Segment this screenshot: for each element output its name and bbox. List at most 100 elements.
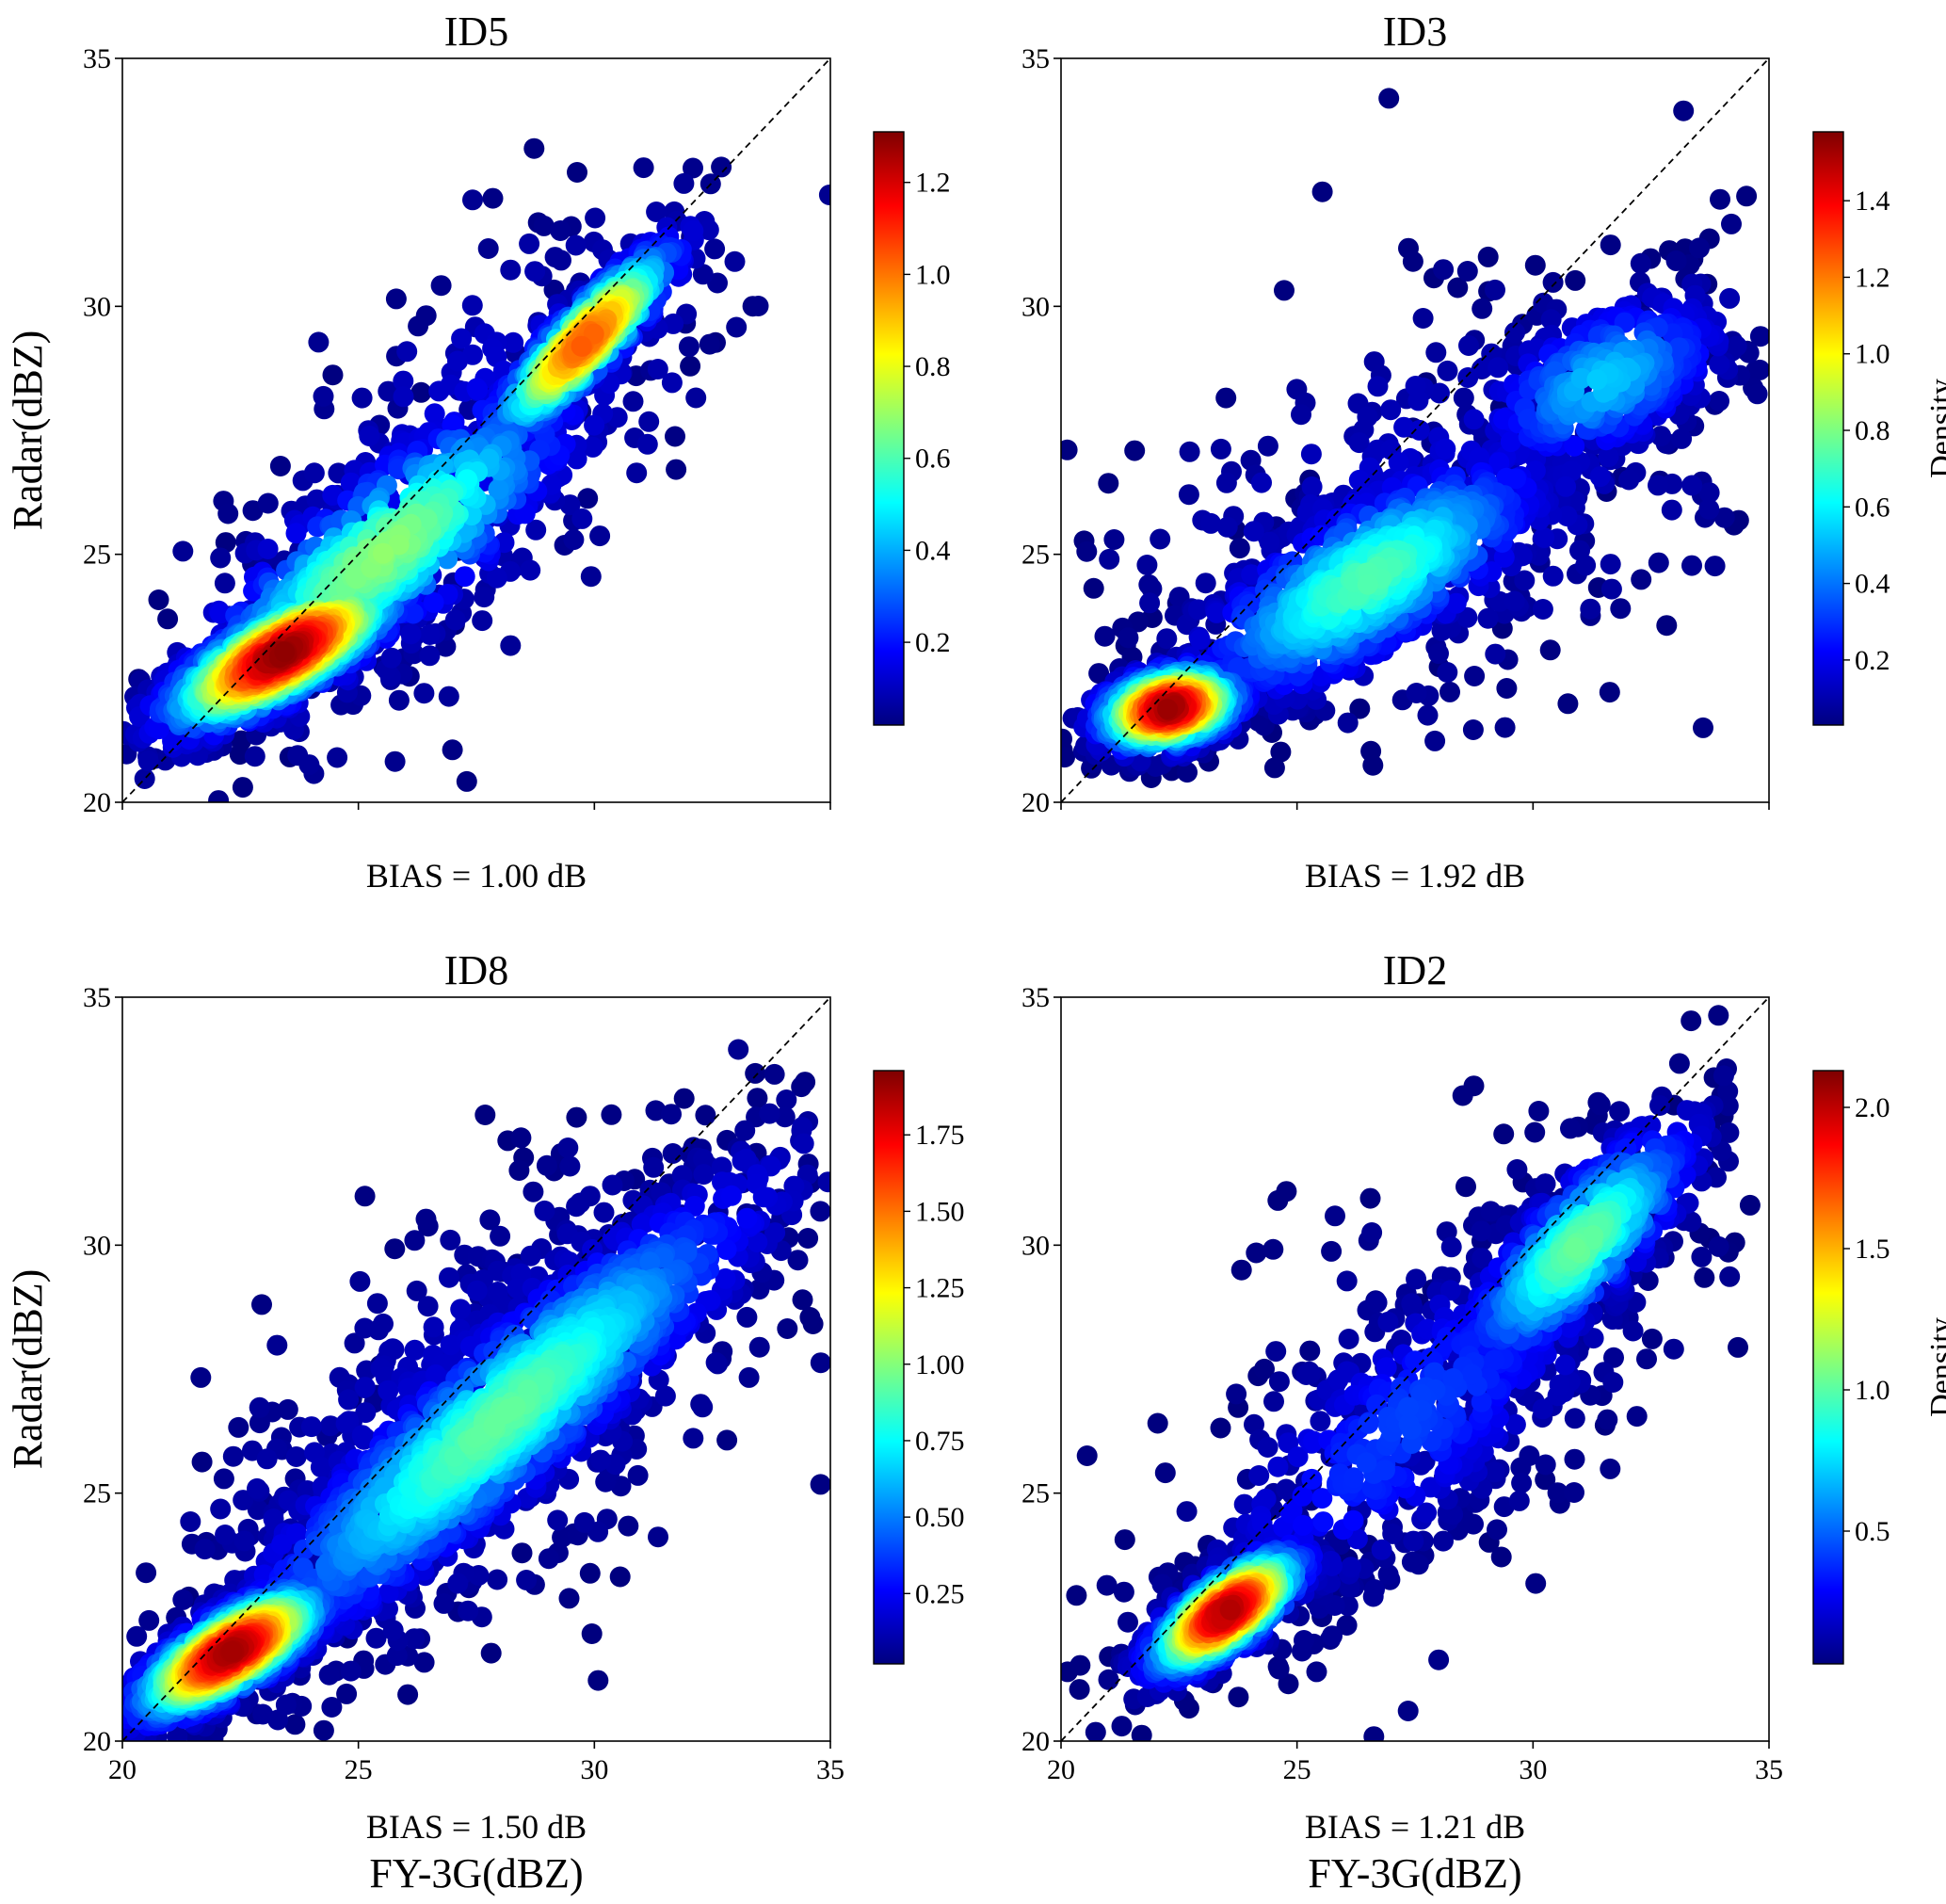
scatter-point — [1500, 431, 1521, 453]
axes-frame — [121, 57, 831, 803]
scatter-point — [500, 635, 522, 656]
scatter-point — [1488, 452, 1510, 474]
scatter-point — [477, 238, 499, 259]
scatter-point — [577, 488, 599, 509]
scatter-point — [1630, 252, 1651, 274]
scatter-point — [244, 746, 265, 767]
scatter-point — [1136, 555, 1158, 575]
scatter-point — [1257, 435, 1279, 457]
scatter-point — [1463, 409, 1485, 430]
scatter-point — [665, 426, 685, 447]
scatter-point — [322, 364, 344, 386]
scatter-point — [1437, 662, 1458, 683]
scatter-point — [571, 508, 593, 529]
scatter-point — [1456, 261, 1478, 282]
scatter-point — [1709, 353, 1730, 375]
scatter-point — [1648, 552, 1669, 573]
scatter-point — [1348, 432, 1370, 454]
scatter-point — [1380, 399, 1402, 421]
scatter-point — [1532, 599, 1553, 620]
scatter-point — [306, 489, 328, 510]
scatter-point — [461, 295, 483, 316]
scatter-point — [1565, 269, 1586, 291]
colorbar: 0.20.40.60.81.01.2 — [873, 131, 951, 726]
scatter-point — [1098, 473, 1119, 494]
scatter-point — [1094, 625, 1116, 647]
colorbar-tick-label: 0.2 — [915, 627, 951, 658]
scatter-point — [1139, 592, 1161, 614]
scatter-point — [1263, 757, 1285, 779]
scatter-point — [1124, 440, 1146, 461]
scatter-point — [1564, 435, 1585, 457]
scatter-point — [1749, 326, 1769, 347]
scatter-point — [519, 233, 540, 254]
scatter-point — [1656, 615, 1678, 637]
scatter-point — [1458, 335, 1479, 356]
scatter-point — [1485, 279, 1505, 300]
scatter-point — [523, 137, 545, 159]
scatter-point — [633, 157, 654, 179]
panel-title: ID5 — [444, 8, 508, 55]
scatter-point — [1600, 234, 1621, 256]
scatter-point — [1337, 712, 1359, 734]
y-axis-label: Radar(dBZ) — [5, 331, 51, 531]
scatter-point — [1555, 476, 1577, 497]
scatter-point — [438, 686, 459, 707]
scatter-point — [172, 541, 194, 562]
scatter-point — [157, 608, 179, 630]
scatter-point — [584, 414, 605, 436]
scatter-point — [416, 508, 438, 530]
scatter-point — [1681, 475, 1703, 496]
scatter-point — [1589, 466, 1611, 488]
scatter-point — [585, 207, 606, 229]
scatter-point — [520, 559, 541, 581]
scatter-point — [442, 739, 463, 761]
scatter-point — [1668, 337, 1690, 359]
scatter-point — [748, 296, 769, 316]
scatter-point — [1437, 360, 1458, 381]
scatter-point — [419, 645, 441, 667]
scatter-point — [711, 156, 732, 178]
scatter-point — [1631, 569, 1652, 590]
scatter-point — [503, 331, 524, 353]
scatter-point — [1216, 516, 1238, 538]
scatter-point — [257, 539, 279, 559]
scatter-point — [582, 436, 603, 458]
scatter-point — [1749, 359, 1769, 380]
scatter-point — [698, 219, 719, 241]
scatter-point — [1514, 570, 1536, 591]
scatter-point — [134, 768, 155, 789]
scatter-point — [1610, 598, 1632, 620]
y-tick-label: 35 — [83, 43, 111, 74]
scatter-point — [1179, 441, 1200, 462]
scatter-point — [1539, 639, 1561, 661]
scatter-point — [626, 462, 648, 484]
scatter-point — [346, 568, 367, 589]
scatter-point — [447, 350, 468, 372]
scatter-point — [1693, 717, 1713, 738]
scatter-point — [646, 202, 667, 222]
scatter-point — [692, 264, 714, 285]
scatter-point — [1689, 237, 1710, 259]
scatter-point — [451, 328, 473, 349]
scatter-point — [1496, 678, 1518, 699]
scatter-point — [1425, 342, 1447, 363]
scatter-point — [482, 187, 504, 209]
colorbar-tick-label: 0.4 — [915, 535, 951, 566]
scatter-point — [1393, 416, 1415, 438]
scatter-point — [1127, 611, 1149, 633]
scatter-point — [210, 547, 232, 569]
scatter-point — [1348, 469, 1370, 491]
scatter-point — [1618, 469, 1640, 491]
scatter-point — [410, 381, 432, 403]
scatter-point — [285, 523, 307, 544]
colorbar-tick-label: 0.6 — [915, 444, 951, 475]
scatter-point — [313, 385, 334, 407]
scatter-point — [699, 333, 720, 355]
scatter-point — [424, 403, 445, 425]
scatter-point — [1439, 681, 1460, 702]
scatter-point — [1118, 627, 1139, 649]
scatter-point — [456, 770, 477, 792]
scatter-point — [1388, 452, 1409, 473]
